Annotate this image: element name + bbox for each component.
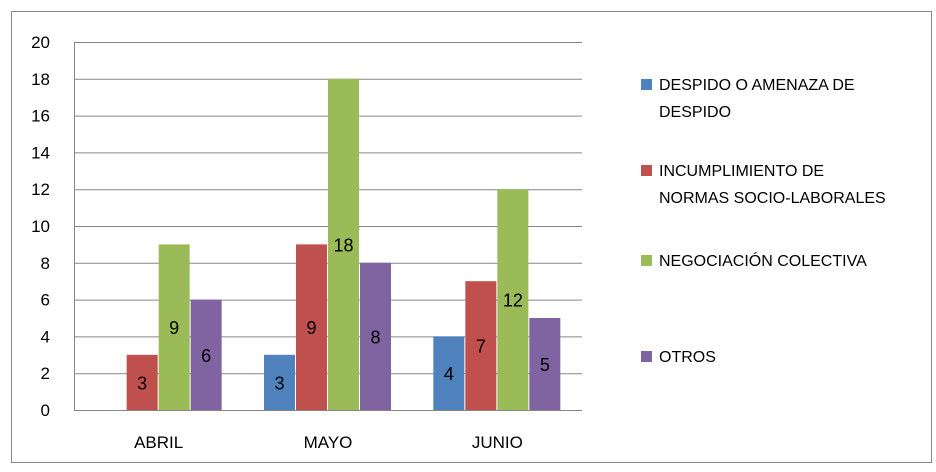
legend-swatch-2 xyxy=(641,165,652,176)
x-category-label-abril: ABRIL xyxy=(134,433,183,452)
bars xyxy=(126,78,561,411)
data-label-mayo-series-2: 9 xyxy=(306,318,316,338)
data-label-junio-series-4: 5 xyxy=(540,355,550,375)
y-tick-label-2: 2 xyxy=(41,364,50,383)
x-category-label-mayo: MAYO xyxy=(304,433,353,452)
legend-label-4-line-1: OTROS xyxy=(659,349,716,366)
legend-item-2: INCUMPLIMIENTO DE NORMAS SOCIO-LABORALES xyxy=(641,163,886,207)
bar-junio-series-4 xyxy=(529,318,561,410)
bar-mayo-series-4 xyxy=(360,262,391,410)
data-label-abril-series-2: 3 xyxy=(137,373,147,393)
y-tick-label-10: 10 xyxy=(31,217,50,236)
data-label-mayo-series-3: 18 xyxy=(333,235,353,255)
data-label-mayo-series-4: 8 xyxy=(370,327,380,347)
y-tick-label-16: 16 xyxy=(31,107,50,126)
legend-swatch-1 xyxy=(641,79,652,90)
bar-mayo-series-3 xyxy=(328,78,359,411)
data-label-junio-series-1: 4 xyxy=(444,364,454,384)
y-tick-label-6: 6 xyxy=(41,291,50,310)
legend-label-2-line-2: NORMAS SOCIO-LABORALES xyxy=(659,190,886,207)
bar-mayo-series-1 xyxy=(264,354,295,410)
y-tick-label-12: 12 xyxy=(31,180,50,199)
data-label-mayo-series-1: 3 xyxy=(274,373,284,393)
legend-swatch-3 xyxy=(641,255,652,266)
bar-junio-series-1 xyxy=(433,336,465,410)
data-label-junio-series-2: 7 xyxy=(476,337,486,357)
legend-item-1: DESPIDO O AMENAZA DE DESPIDO xyxy=(641,77,855,121)
bar-abril-series-3 xyxy=(158,244,190,410)
legend-item-3: NEGOCIACIÓN COLECTIVA xyxy=(641,251,867,270)
legend-label-2-line-1: INCUMPLIMIENTO DE xyxy=(659,163,824,180)
y-tick-label-0: 0 xyxy=(41,401,50,420)
data-label-abril-series-4: 6 xyxy=(201,346,211,366)
bar-abril-series-2 xyxy=(126,354,158,410)
legend-swatch-4 xyxy=(641,351,652,362)
bar-mayo-series-2 xyxy=(296,244,327,410)
legend-label-1-line-2: DESPIDO xyxy=(659,104,731,121)
data-labels: 3 9 6 3 9 18 8 4 7 12 5 xyxy=(137,235,550,393)
legend-label-3-line-1: NEGOCIACIÓN COLECTIVA xyxy=(659,251,867,270)
y-axis-ticks: 0 2 4 6 8 10 12 14 16 18 20 xyxy=(31,33,50,420)
y-tick-label-4: 4 xyxy=(41,327,50,346)
bar-abril-series-4 xyxy=(190,299,222,410)
y-tick-label-18: 18 xyxy=(31,70,50,89)
y-tick-label-14: 14 xyxy=(31,143,50,162)
legend-label-1-line-1: DESPIDO O AMENAZA DE xyxy=(659,77,855,94)
bar-junio-series-2 xyxy=(465,281,497,410)
x-category-label-junio: JUNIO xyxy=(472,433,523,452)
bar-junio-series-3 xyxy=(497,189,529,410)
legend: DESPIDO O AMENAZA DE DESPIDO INCUMPLIMIENT… xyxy=(641,77,886,366)
y-tick-label-20: 20 xyxy=(31,33,50,52)
data-label-junio-series-3: 12 xyxy=(503,291,523,311)
legend-item-4: OTROS xyxy=(641,349,716,366)
y-tick-label-8: 8 xyxy=(41,254,50,273)
data-label-abril-series-3: 9 xyxy=(169,318,179,338)
x-axis-categories: ABRIL MAYO JUNIO xyxy=(134,433,523,452)
